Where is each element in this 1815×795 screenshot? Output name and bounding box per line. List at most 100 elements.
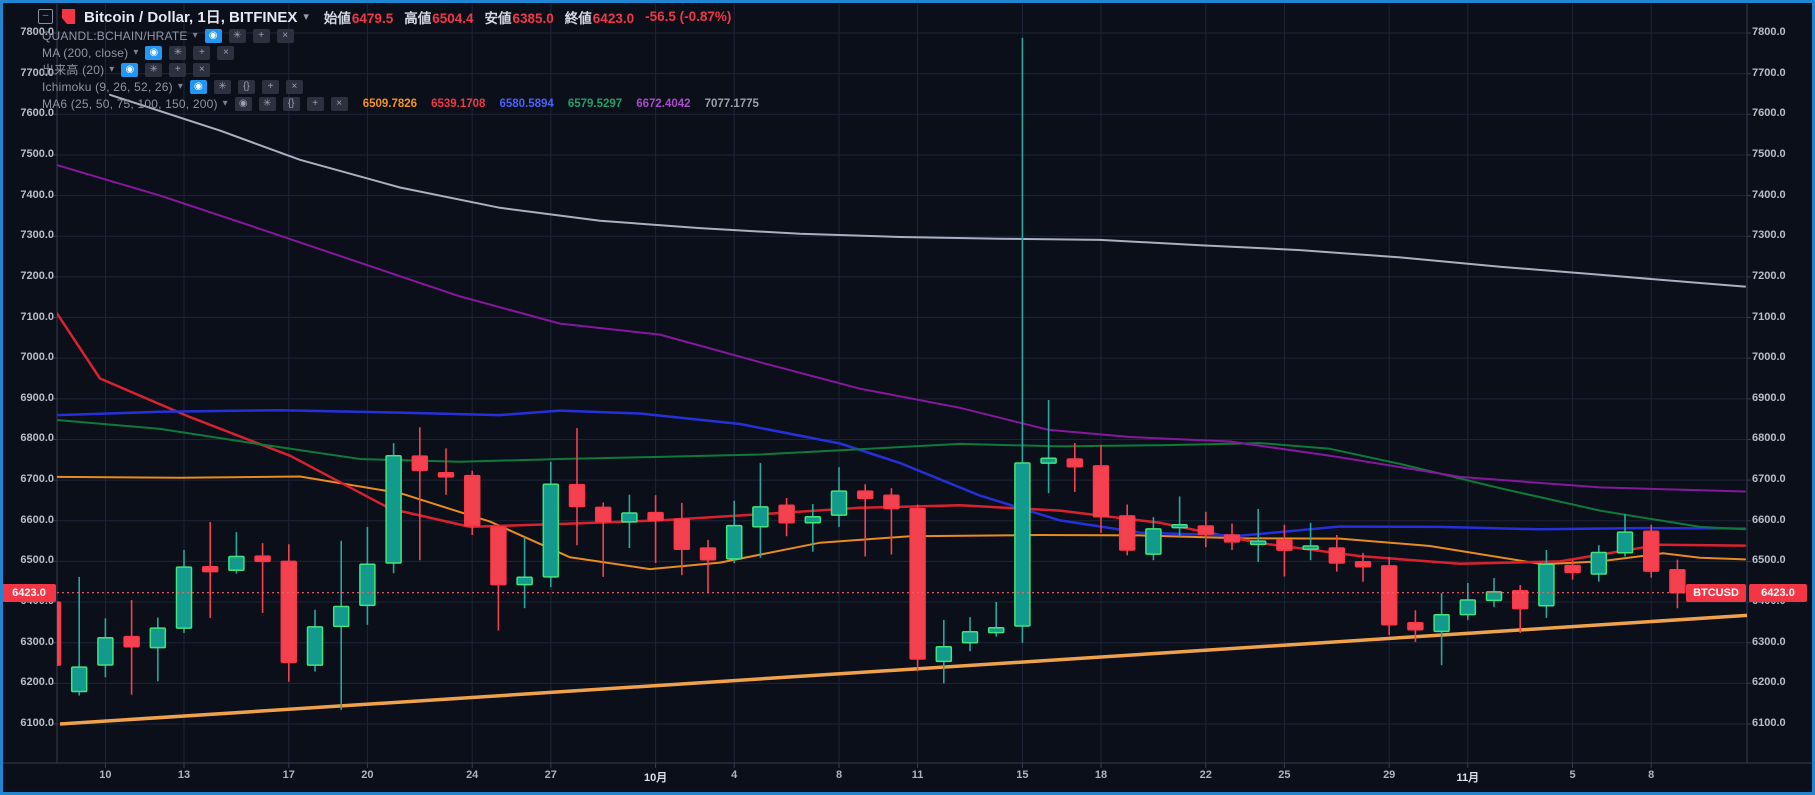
chevron-down-icon[interactable]: ▾ xyxy=(133,47,139,58)
eye-icon[interactable]: ◉ xyxy=(189,79,207,94)
ma-line-ma150[interactable] xyxy=(57,164,1746,493)
eye-icon[interactable]: ◉ xyxy=(204,28,222,43)
close-icon[interactable]: × xyxy=(330,96,348,111)
braces-icon[interactable]: {} xyxy=(282,96,300,111)
candle-10/21[interactable] xyxy=(1171,496,1188,538)
candle-10/11[interactable] xyxy=(909,504,926,672)
eye-icon[interactable]: ◉ xyxy=(145,45,163,60)
candle-9/9[interactable] xyxy=(70,576,88,696)
close-icon[interactable]: × xyxy=(276,28,294,43)
candle-9/20[interactable] xyxy=(359,526,376,625)
candle-10/15[interactable] xyxy=(1014,37,1031,643)
candle-10/12[interactable] xyxy=(935,619,953,684)
chevron-down-icon[interactable]: ▾ xyxy=(109,64,115,75)
candle-9/30[interactable] xyxy=(621,494,638,548)
candle-10/19[interactable] xyxy=(1118,504,1136,556)
candle-10/29[interactable] xyxy=(1380,556,1398,635)
candle-10/9[interactable] xyxy=(856,484,874,557)
candle-10/1[interactable] xyxy=(647,495,664,563)
candle-9/17[interactable] xyxy=(280,544,298,682)
candle-10/16[interactable] xyxy=(1040,400,1057,494)
candle-9/22[interactable] xyxy=(411,427,429,561)
candle-10/10[interactable] xyxy=(883,488,900,555)
plus-icon[interactable]: + xyxy=(261,79,279,94)
candle-10/25[interactable] xyxy=(1276,524,1293,577)
candle-10/20[interactable] xyxy=(1145,517,1162,561)
candle-9/28[interactable] xyxy=(568,428,586,546)
chevron-down-icon[interactable]: ▾ xyxy=(222,98,228,109)
candle-10/31[interactable] xyxy=(1433,593,1450,666)
plus-icon[interactable]: + xyxy=(252,28,270,43)
gear-icon[interactable]: ✳ xyxy=(228,28,246,43)
gear-icon[interactable]: ✳ xyxy=(145,62,163,77)
candle-10/6[interactable] xyxy=(778,498,795,537)
indicator-label[interactable]: MA (200, close) xyxy=(42,45,129,60)
candle-9/14[interactable] xyxy=(201,522,219,618)
candle-11/9[interactable] xyxy=(1669,559,1686,609)
candle-9/19[interactable] xyxy=(332,540,350,710)
plus-icon[interactable]: + xyxy=(169,62,187,77)
candle-9/8[interactable] xyxy=(46,591,62,680)
candle-11/8[interactable] xyxy=(1642,524,1660,578)
gear-icon[interactable]: ✳ xyxy=(258,96,276,111)
eye-icon[interactable]: ◉ xyxy=(121,62,139,77)
candle-9/16[interactable] xyxy=(254,543,271,613)
candle-10/13[interactable] xyxy=(961,617,979,652)
candle-10/28[interactable] xyxy=(1354,552,1372,582)
candle-10/3[interactable] xyxy=(699,539,717,594)
candle-9/10[interactable] xyxy=(97,618,114,678)
close-icon[interactable]: × xyxy=(217,45,235,60)
candle-9/11[interactable] xyxy=(123,600,140,695)
candle-9/15[interactable] xyxy=(228,532,245,574)
chevron-down-icon[interactable]: ▾ xyxy=(177,81,183,92)
candle-9/24[interactable] xyxy=(463,470,481,535)
plus-icon[interactable]: + xyxy=(306,96,324,111)
candle-10/8[interactable] xyxy=(830,467,848,527)
close-icon[interactable]: × xyxy=(285,79,303,94)
candle-9/25[interactable] xyxy=(490,524,507,631)
ma-line-ma50[interactable] xyxy=(57,312,1747,566)
candle-10/24[interactable] xyxy=(1249,509,1267,562)
candle-11/7[interactable] xyxy=(1616,513,1634,557)
symbol-title[interactable]: Bitcoin / Dollar, 1日, BITFINEX xyxy=(84,9,298,26)
candle-10/4[interactable] xyxy=(725,500,743,563)
ma-line-ma200[interactable] xyxy=(109,93,1746,288)
candle-11/3[interactable] xyxy=(1511,585,1529,633)
collapse-panel-icon[interactable]: – xyxy=(38,9,53,24)
indicator-label[interactable]: 出来高 (20) xyxy=(42,63,105,77)
chevron-down-icon[interactable]: ▾ xyxy=(192,30,198,41)
candle-11/6[interactable] xyxy=(1590,545,1608,582)
gear-icon[interactable]: ✳ xyxy=(169,45,187,60)
candle-9/27[interactable] xyxy=(542,461,560,587)
candle-9/29[interactable] xyxy=(594,502,612,577)
gear-icon[interactable]: ✳ xyxy=(213,79,231,94)
candle-11/5[interactable] xyxy=(1564,560,1581,580)
candle-10/30[interactable] xyxy=(1407,610,1424,642)
candle-10/2[interactable] xyxy=(673,502,691,576)
candle-9/12[interactable] xyxy=(149,617,167,682)
indicator-label[interactable]: QUANDL:BCHAIN/HRATE xyxy=(42,28,188,43)
eye-icon[interactable]: ◉ xyxy=(234,96,252,111)
candle-10/14[interactable] xyxy=(987,602,1005,637)
indicator-label[interactable]: Ichimoku (9, 26, 52, 26) xyxy=(42,79,173,94)
candle-10/17[interactable] xyxy=(1066,443,1084,492)
candle-11/1[interactable] xyxy=(1459,583,1477,620)
candle-9/21[interactable] xyxy=(385,443,402,574)
candle-9/13[interactable] xyxy=(175,550,193,633)
close-icon[interactable]: × xyxy=(193,62,211,77)
candle-10/18[interactable] xyxy=(1092,444,1110,533)
trendline[interactable] xyxy=(59,611,1815,726)
candle-10/5[interactable] xyxy=(752,463,769,558)
ma-line-ma75[interactable] xyxy=(57,408,1747,538)
candle-10/27[interactable] xyxy=(1328,535,1346,572)
braces-icon[interactable]: {} xyxy=(237,79,255,94)
candle-10/26[interactable] xyxy=(1302,522,1319,561)
ma-line-ma25[interactable] xyxy=(57,475,1746,571)
candle-9/23[interactable] xyxy=(437,448,455,495)
candle-10/22[interactable] xyxy=(1197,511,1215,548)
candle-10/7[interactable] xyxy=(804,504,822,552)
candle-9/26[interactable] xyxy=(516,537,533,609)
candle-9/18[interactable] xyxy=(306,609,324,672)
ma-line-ma100[interactable] xyxy=(57,419,1746,531)
